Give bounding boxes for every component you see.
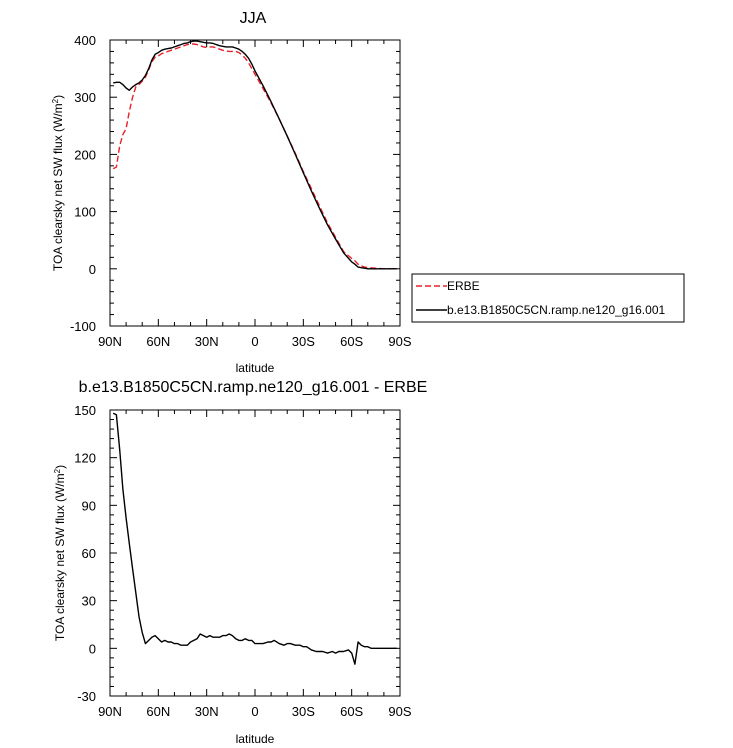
top-chart-title: JJA (240, 10, 267, 27)
top-chart-y-axis-label-close: ) (51, 95, 65, 99)
top-chart-y-axis-label: TOA clearsky net SW flux (W/m2) (51, 95, 65, 271)
top-chart-x-tick-label: 0 (251, 334, 258, 349)
legend-box (411, 273, 685, 323)
top-chart-y-tick-label: 200 (74, 147, 96, 162)
top-chart-plot-frame (109, 39, 401, 327)
top-chart-series-line-1 (113, 40, 397, 270)
bottom-chart-y-axis-label-main: TOA clearsky net SW flux (W/m (53, 473, 67, 641)
bottom-chart-x-axis-label: latitude (236, 732, 275, 746)
bottom-chart-x-tick-label: 30N (195, 704, 219, 719)
bottom-chart-y-tick-label: 150 (74, 403, 96, 418)
top-chart-x-tick-label: 30S (292, 334, 315, 349)
top-chart-x-tick-label: 60N (146, 334, 170, 349)
top-chart-y-tick-label: 300 (74, 90, 96, 105)
top-chart-x-tick-label: 90S (388, 334, 411, 349)
legend-label-model: b.e13.B1850C5CN.ramp.ne120_g16.001 (447, 303, 665, 317)
bottom-chart-panel: b.e13.B1850C5CN.ramp.ne120_g16.001 - ERB… (53, 379, 427, 746)
bottom-chart-y-axis-label-superscript: 2 (53, 468, 62, 473)
bottom-chart-y-tick-label: 120 (74, 451, 96, 466)
top-chart-x-axis-label: latitude (236, 361, 275, 375)
bottom-chart-y-axis-label: TOA clearsky net SW flux (W/m2) (53, 465, 67, 641)
bottom-chart-title: b.e13.B1850C5CN.ramp.ne120_g16.001 - ERB… (79, 379, 428, 396)
top-chart-y-tick-label: -100 (70, 319, 96, 334)
bottom-chart-y-tick-label: 90 (82, 498, 96, 513)
top-chart-y-axis-label-superscript: 2 (51, 98, 60, 103)
legend-label-erbe: ERBE (447, 279, 480, 293)
bottom-chart-x-tick-label: 60S (340, 704, 363, 719)
top-chart-x-tick-label: 30N (195, 334, 219, 349)
top-chart-legend: ERBE b.e13.B1850C5CN.ramp.ne120_g16.001 (411, 273, 685, 323)
bottom-chart-y-tick-label: -30 (77, 689, 96, 704)
bottom-chart-x-tick-label: 90S (388, 704, 411, 719)
bottom-chart-y-axis-label-close: ) (53, 465, 67, 469)
bottom-chart-y-tick-label: 60 (82, 546, 96, 561)
bottom-chart-x-tick-label: 30S (292, 704, 315, 719)
bottom-chart-x-tick-label: 90N (98, 704, 122, 719)
bottom-chart-x-tick-label: 0 (251, 704, 258, 719)
bottom-chart-series-line-0 (112, 412, 397, 665)
top-chart-x-tick-label: 60S (340, 334, 363, 349)
top-chart-y-tick-label: 0 (89, 262, 96, 277)
top-chart-panel: JJA 90N 60N 30N 0 30S 60S 90S -100 0 100 200 300 400… (51, 10, 685, 375)
top-chart-y-tick-label: 400 (74, 33, 96, 48)
top-chart-y-tick-label: 100 (74, 205, 96, 220)
top-chart-y-axis-label-main: TOA clearsky net SW flux (W/m (51, 103, 65, 271)
bottom-chart-y-tick-label: 30 (82, 594, 96, 609)
bottom-chart-x-tick-label: 60N (146, 704, 170, 719)
bottom-chart-y-tick-label: 0 (89, 641, 96, 656)
top-chart-series-line-0 (112, 43, 397, 270)
top-chart-x-tick-label: 90N (98, 334, 122, 349)
